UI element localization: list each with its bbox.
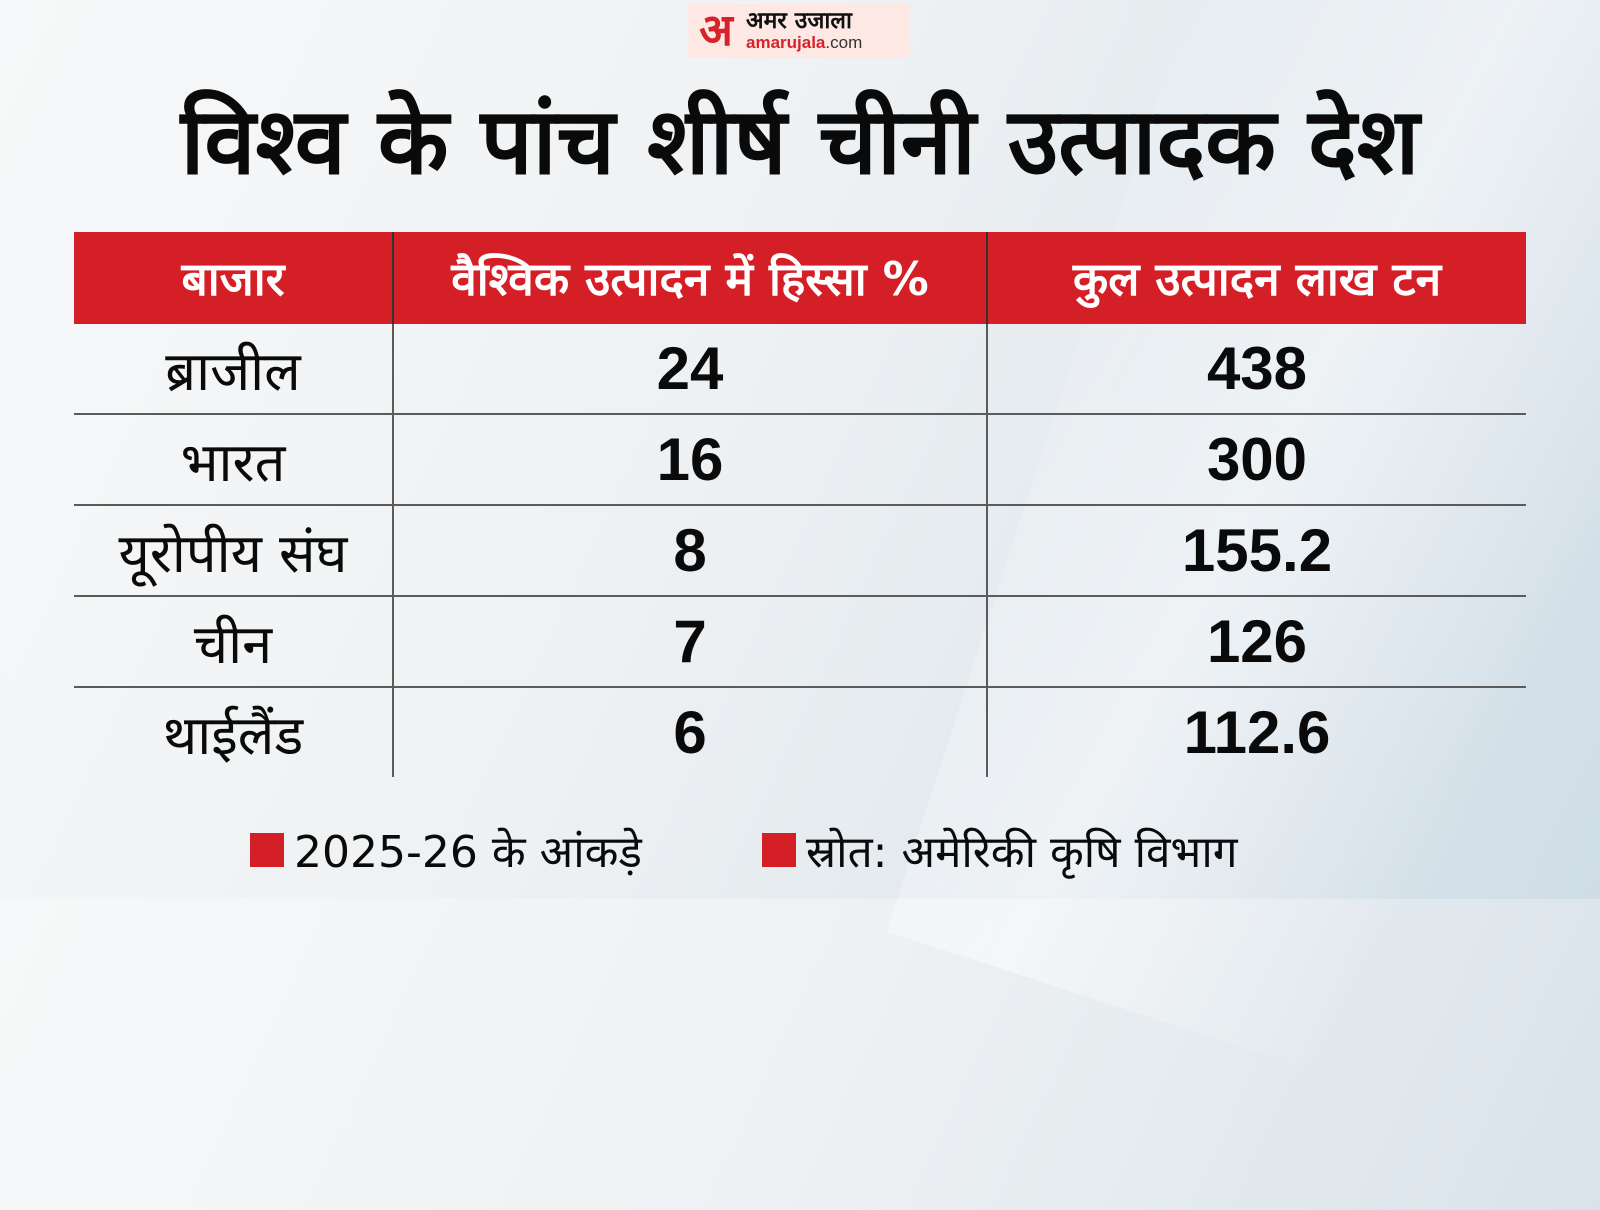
table-row: ब्राजील 24 438 — [74, 324, 1526, 414]
footer-data-year: 2025-26 के आंकड़े — [250, 820, 642, 880]
table-row: चीन 7 126 — [74, 595, 1526, 687]
cell-production: 438 — [986, 324, 1526, 414]
column-header-production: कुल उत्पादन लाख टन — [986, 232, 1526, 324]
cell-share: 24 — [392, 324, 987, 414]
cell-share: 7 — [392, 595, 987, 687]
logo-hindi-name: अमर उजाला — [746, 8, 852, 34]
cell-market: यूरोपीय संघ — [74, 504, 393, 596]
table-header-row: बाजार वैश्विक उत्पादन में हिस्सा % कुल उ… — [74, 232, 1526, 324]
table-row: भारत 16 300 — [74, 413, 1526, 505]
table-row: थाईलैंड 6 112.6 — [74, 686, 1526, 777]
footer-source-text: स्रोत: अमेरिकी कृषि विभाग — [806, 827, 1238, 878]
footer-note: 2025-26 के आंकड़े — [294, 827, 642, 878]
cell-market: चीन — [74, 595, 393, 687]
cell-market: ब्राजील — [165, 339, 301, 403]
red-square-bullet-icon — [250, 833, 284, 867]
sugar-producers-table: बाजार वैश्विक उत्पादन में हिस्सा % कुल उ… — [74, 232, 1526, 777]
logo-url-main: amarujala — [746, 33, 826, 52]
logo-url: amarujala.com — [746, 33, 862, 53]
column-header-market: बाजार — [74, 232, 393, 324]
table-row: यूरोपीय संघ 8 155.2 — [74, 504, 1526, 596]
page-title: विश्व के पांच शीर्ष चीनी उत्पादक देश — [180, 88, 1420, 195]
cell-production: 155.2 — [986, 504, 1526, 596]
cell-share: 6 — [392, 686, 987, 777]
cell-production: 126 — [986, 595, 1526, 687]
cell-production: 300 — [986, 413, 1526, 505]
logo-mark: अ — [699, 5, 733, 56]
column-header-share: वैश्विक उत्पादन में हिस्सा % — [392, 232, 987, 324]
cell-market: थाईलैंड — [74, 686, 393, 777]
amarujala-logo: अ अमर उजाला amarujala.com — [688, 4, 910, 58]
footer: 2025-26 के आंकड़े स्रोत: अमेरिकी कृषि वि… — [0, 820, 1600, 880]
logo-text: अमर उजाला amarujala.com — [744, 9, 862, 53]
logo-url-suffix: .com — [825, 33, 863, 52]
footer-source: स्रोत: अमेरिकी कृषि विभाग — [762, 820, 1238, 880]
cell-production: 112.6 — [986, 686, 1526, 777]
cell-share: 16 — [392, 413, 987, 505]
red-square-bullet-icon — [762, 833, 796, 867]
cell-market: भारत — [74, 413, 393, 505]
cell-share: 8 — [392, 504, 987, 596]
